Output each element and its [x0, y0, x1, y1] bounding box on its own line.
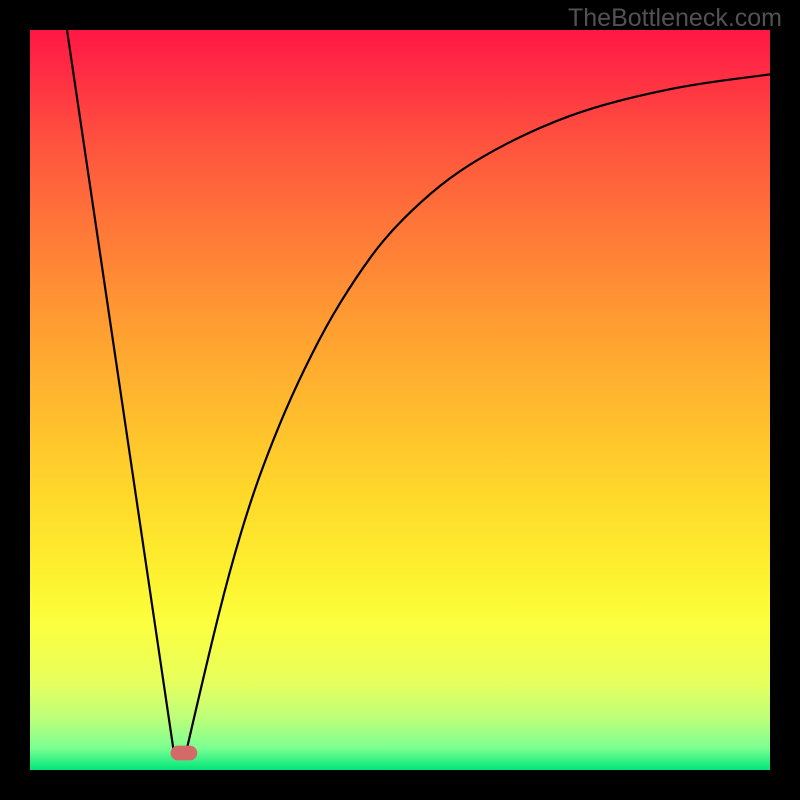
chart-area: [30, 30, 770, 770]
chart-container: TheBottleneck.com: [0, 0, 800, 800]
optimal-marker: [171, 746, 198, 761]
gradient-background: [30, 30, 770, 770]
watermark-text: TheBottleneck.com: [568, 4, 782, 33]
bottleneck-chart: [30, 30, 770, 770]
